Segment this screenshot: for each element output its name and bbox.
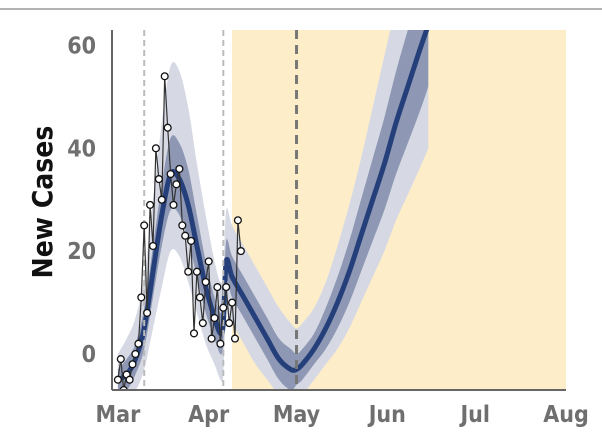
observed-point-4 <box>125 375 134 384</box>
observed-point-26 <box>189 329 199 338</box>
observed-point-22 <box>178 221 187 230</box>
y-tick-label-40: 40 <box>67 136 96 162</box>
observed-point-14 <box>154 175 163 184</box>
fit-line <box>115 30 430 383</box>
observed-point-13 <box>151 144 160 153</box>
observed-point-30 <box>201 277 210 287</box>
observed-point-36 <box>219 303 228 312</box>
observed-point-28 <box>195 293 204 302</box>
observed-point-20 <box>172 180 181 189</box>
plot-area <box>113 30 566 390</box>
observed-point-8 <box>137 293 146 302</box>
observed-point-7 <box>134 339 143 348</box>
y-axis-label: New Cases <box>26 126 59 279</box>
observed-point-21 <box>175 164 184 173</box>
x-tick-label-jun: Jun <box>367 402 406 428</box>
y-tick-label-60: 60 <box>67 33 96 59</box>
y-tick-label-20: 20 <box>67 239 96 265</box>
x-tick-label-apr: Apr <box>188 402 230 428</box>
observed-point-1 <box>116 355 125 364</box>
observed-point-9 <box>140 221 149 230</box>
observed-point-15 <box>157 195 166 204</box>
observed-point-12 <box>148 241 158 251</box>
observed-point-34 <box>213 283 222 292</box>
y-tick-label-0: 0 <box>82 342 96 368</box>
observed-point-37 <box>222 283 231 292</box>
observed-point-11 <box>146 200 155 209</box>
observed-point-23 <box>181 231 190 240</box>
observed-point-39 <box>228 298 237 307</box>
observed-point-24 <box>184 267 193 276</box>
observed-point-38 <box>225 319 234 328</box>
observed-point-27 <box>192 267 201 276</box>
observed-point-33 <box>210 313 219 323</box>
observed-point-29 <box>198 319 207 328</box>
observed-point-0 <box>113 375 122 384</box>
observed-point-16 <box>160 72 169 81</box>
observed-point-31 <box>204 257 213 266</box>
observed-point-42 <box>236 247 245 256</box>
observed-point-6 <box>131 349 140 359</box>
observed-point-18 <box>166 169 175 179</box>
x-tick-label-may: May <box>273 402 321 428</box>
observed-point-19 <box>169 200 178 209</box>
observed-point-17 <box>163 123 172 132</box>
x-tick-label-jul: Jul <box>458 402 490 428</box>
observed-point-32 <box>207 334 216 343</box>
observed-point-41 <box>233 216 242 225</box>
fit-inner-band <box>117 30 429 390</box>
x-tick-label-mar: Mar <box>96 402 142 428</box>
x-tick-label-aug: Aug <box>543 402 589 428</box>
plot-layer: 0 20 40 60 Mar Apr May Jun Jul Aug <box>67 30 589 428</box>
observed-point-35 <box>216 339 225 348</box>
observed-point-40 <box>230 334 240 343</box>
observed-point-5 <box>128 360 137 369</box>
observed-point-10 <box>143 308 152 317</box>
observed-point-25 <box>187 236 196 245</box>
